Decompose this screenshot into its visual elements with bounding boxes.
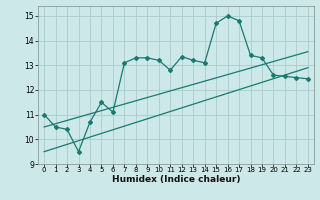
X-axis label: Humidex (Indice chaleur): Humidex (Indice chaleur): [112, 175, 240, 184]
